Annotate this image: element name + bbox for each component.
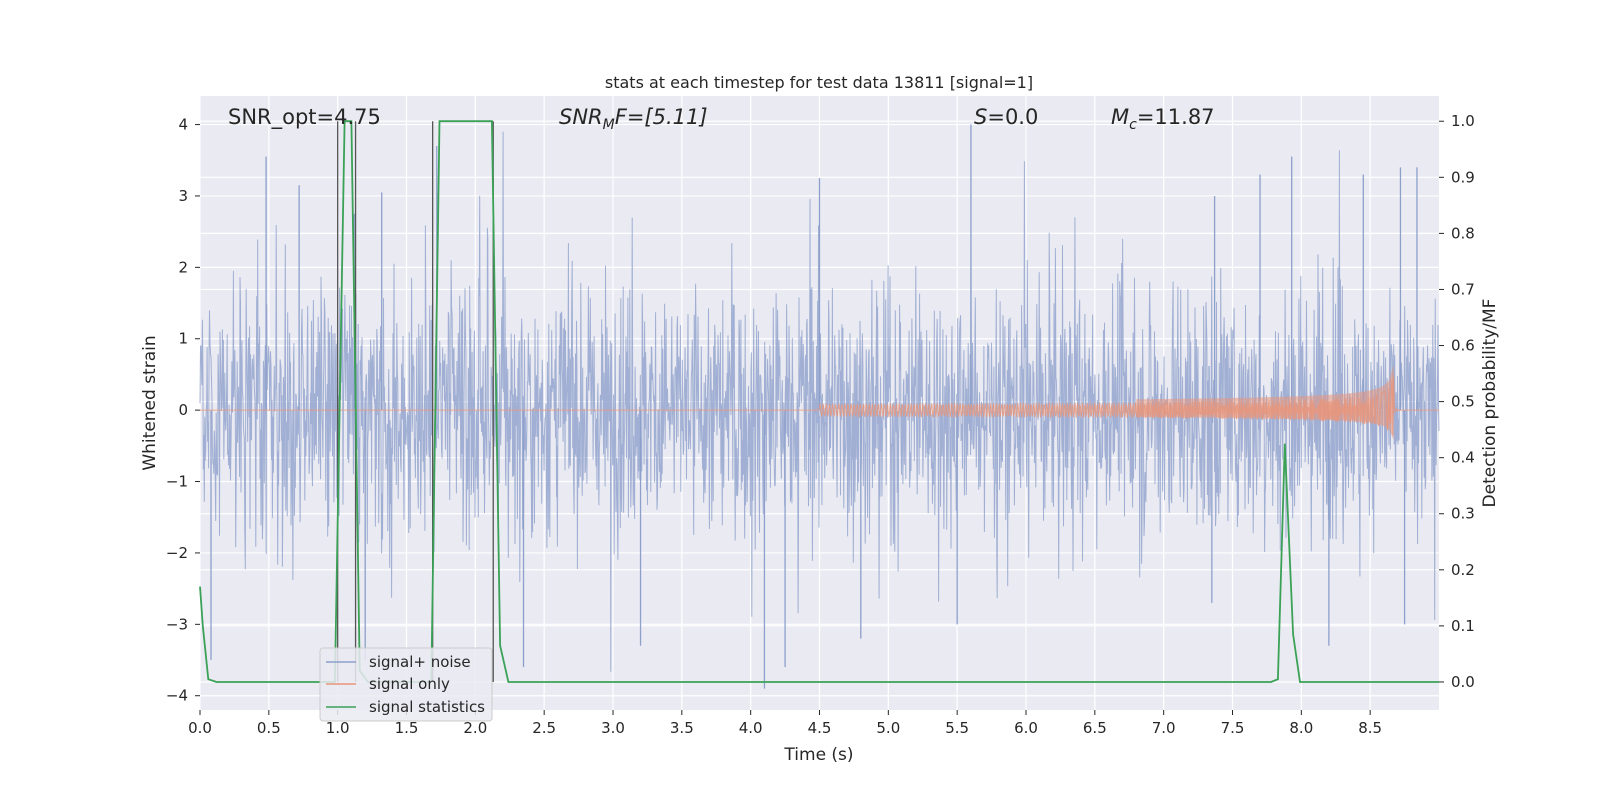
- x-tick-label: 0.5: [257, 719, 281, 737]
- annotation-snr-mf: SNRMF=[5.11]: [559, 105, 708, 133]
- s-main: S: [974, 105, 987, 129]
- y-tick-label-left: 2: [178, 258, 188, 276]
- y-tick-label-right: 0.0: [1451, 673, 1475, 691]
- legend: signal+ noise signal only signal statist…: [319, 647, 493, 722]
- y-tick-label-right: 0.9: [1451, 168, 1475, 186]
- x-tick-label: 1.5: [395, 719, 419, 737]
- y-tick-label-right: 0.1: [1451, 617, 1475, 635]
- s-rest: =0.0: [987, 105, 1038, 129]
- y-tick-label-right: 0.4: [1451, 449, 1475, 467]
- y-tick-label-left: −2: [166, 544, 188, 562]
- y-tick-label-left: −1: [166, 473, 188, 491]
- y-tick-label-right: 0.5: [1451, 393, 1475, 411]
- legend-box: [319, 647, 493, 722]
- annotation-mc: Mc=11.87: [1111, 105, 1215, 133]
- snr-mf-rest: F=[5.11]: [615, 105, 708, 129]
- annotation-snr-opt: SNR_opt=4.75: [228, 105, 381, 130]
- mc-rest: =11.87: [1137, 105, 1215, 129]
- x-tick-label: 2.0: [463, 719, 487, 737]
- snr-mf-sub: M: [603, 117, 615, 133]
- y-tick-label-left: 4: [178, 116, 188, 134]
- signal-noise-line: [199, 131, 1440, 672]
- legend-label-signal-only: signal only: [369, 675, 450, 693]
- signal-only-envelope: [1136, 364, 1394, 440]
- x-tick-label: 1.0: [326, 719, 350, 737]
- y-tick-label-left: 1: [178, 330, 188, 348]
- y-tick-label-right: 0.7: [1451, 280, 1475, 298]
- series-signal-only: [200, 364, 1439, 440]
- x-tick-label: 7.5: [1221, 719, 1245, 737]
- legend-label-signal-statistics: signal statistics: [369, 698, 485, 716]
- mc-sub: c: [1129, 117, 1137, 133]
- chart-title: stats at each timestep for test data 138…: [605, 73, 1033, 92]
- x-tick-label: 2.5: [532, 719, 556, 737]
- x-tick-label: 5.0: [876, 719, 900, 737]
- mc-main: M: [1111, 105, 1129, 129]
- y-axis-label-left: Whitened strain: [140, 335, 160, 470]
- legend-label-signal-noise: signal+ noise: [369, 653, 471, 671]
- x-tick-label: 6.0: [1014, 719, 1038, 737]
- x-tick-label: 8.5: [1358, 719, 1382, 737]
- y-tick-label-left: 3: [178, 187, 188, 205]
- y-tick-label-left: −3: [166, 615, 188, 633]
- signal-statistics-line: [199, 120, 1439, 683]
- x-tick-label: 4.5: [808, 719, 832, 737]
- x-tick-label: 6.5: [1083, 719, 1107, 737]
- y-tick-label-left: −4: [166, 687, 188, 705]
- series-signal-statistics: [199, 120, 1439, 683]
- x-tick-label: 0.0: [188, 719, 212, 737]
- y-tick-label-right: 0.6: [1451, 337, 1475, 355]
- y-tick-label-left: 0: [178, 401, 188, 419]
- y-tick-label-right: 0.8: [1451, 224, 1475, 242]
- annotation-s: S=0.0: [974, 105, 1038, 129]
- x-tick-label: 8.0: [1289, 719, 1313, 737]
- x-tick-label: 4.0: [739, 719, 763, 737]
- x-tick-label: 3.0: [601, 719, 625, 737]
- y-tick-label-right: 0.3: [1451, 505, 1475, 523]
- x-axis-label: Time (s): [783, 745, 853, 765]
- y-tick-label-right: 1.0: [1451, 112, 1475, 130]
- y-tick-label-right: 0.2: [1451, 561, 1475, 579]
- x-tick-label: 7.0: [1152, 719, 1176, 737]
- x-tick-label: 3.5: [670, 719, 694, 737]
- x-tick-label: 5.5: [945, 719, 969, 737]
- y-axis-label-right: Detection probability/MF: [1480, 299, 1500, 508]
- ticks: 0.0 0.5 1.0 1.5 2.0 2.5 3.0 3.5 4.0 4.5 5.0 5.5 6.0 6…: [166, 112, 1475, 737]
- snr-mf-main: SNR: [559, 105, 603, 129]
